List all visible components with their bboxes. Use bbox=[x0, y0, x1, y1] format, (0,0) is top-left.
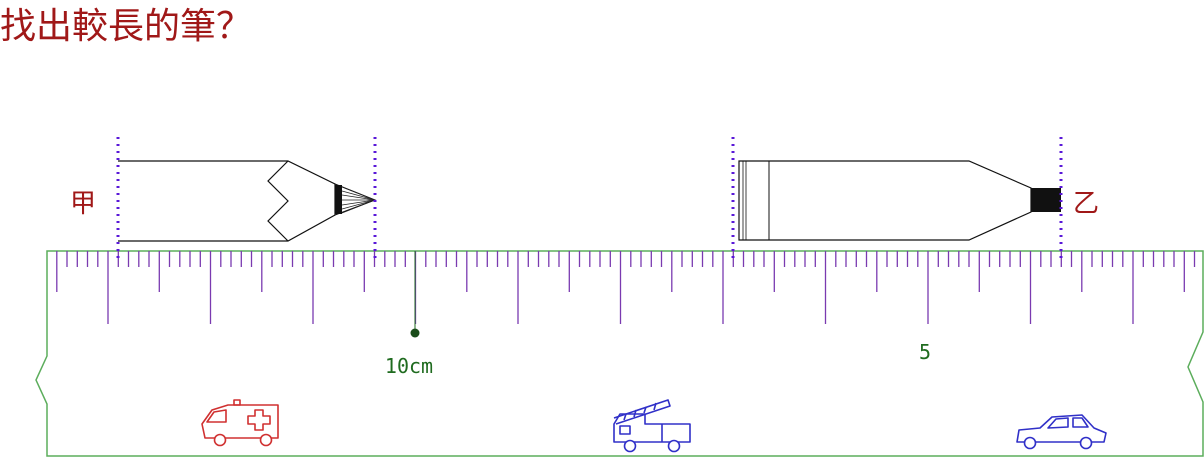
car-icon bbox=[1016, 414, 1107, 450]
pen-jia bbox=[118, 160, 377, 242]
ruler-body bbox=[35, 250, 1204, 457]
ruler-label-5: 5 bbox=[919, 340, 931, 364]
pen-yi bbox=[738, 160, 1061, 241]
ambulance-icon bbox=[201, 399, 279, 447]
guide-lines bbox=[116, 137, 1063, 262]
pointer-dot bbox=[410, 328, 420, 338]
pen-label-yi: 乙 bbox=[1073, 189, 1099, 219]
question-title: 找出較長的筆？ bbox=[0, 6, 252, 47]
ruler-label-10cm: 10cm bbox=[385, 354, 433, 378]
fire-truck-icon bbox=[613, 399, 691, 453]
pen-label-jia: 甲 bbox=[70, 189, 96, 219]
